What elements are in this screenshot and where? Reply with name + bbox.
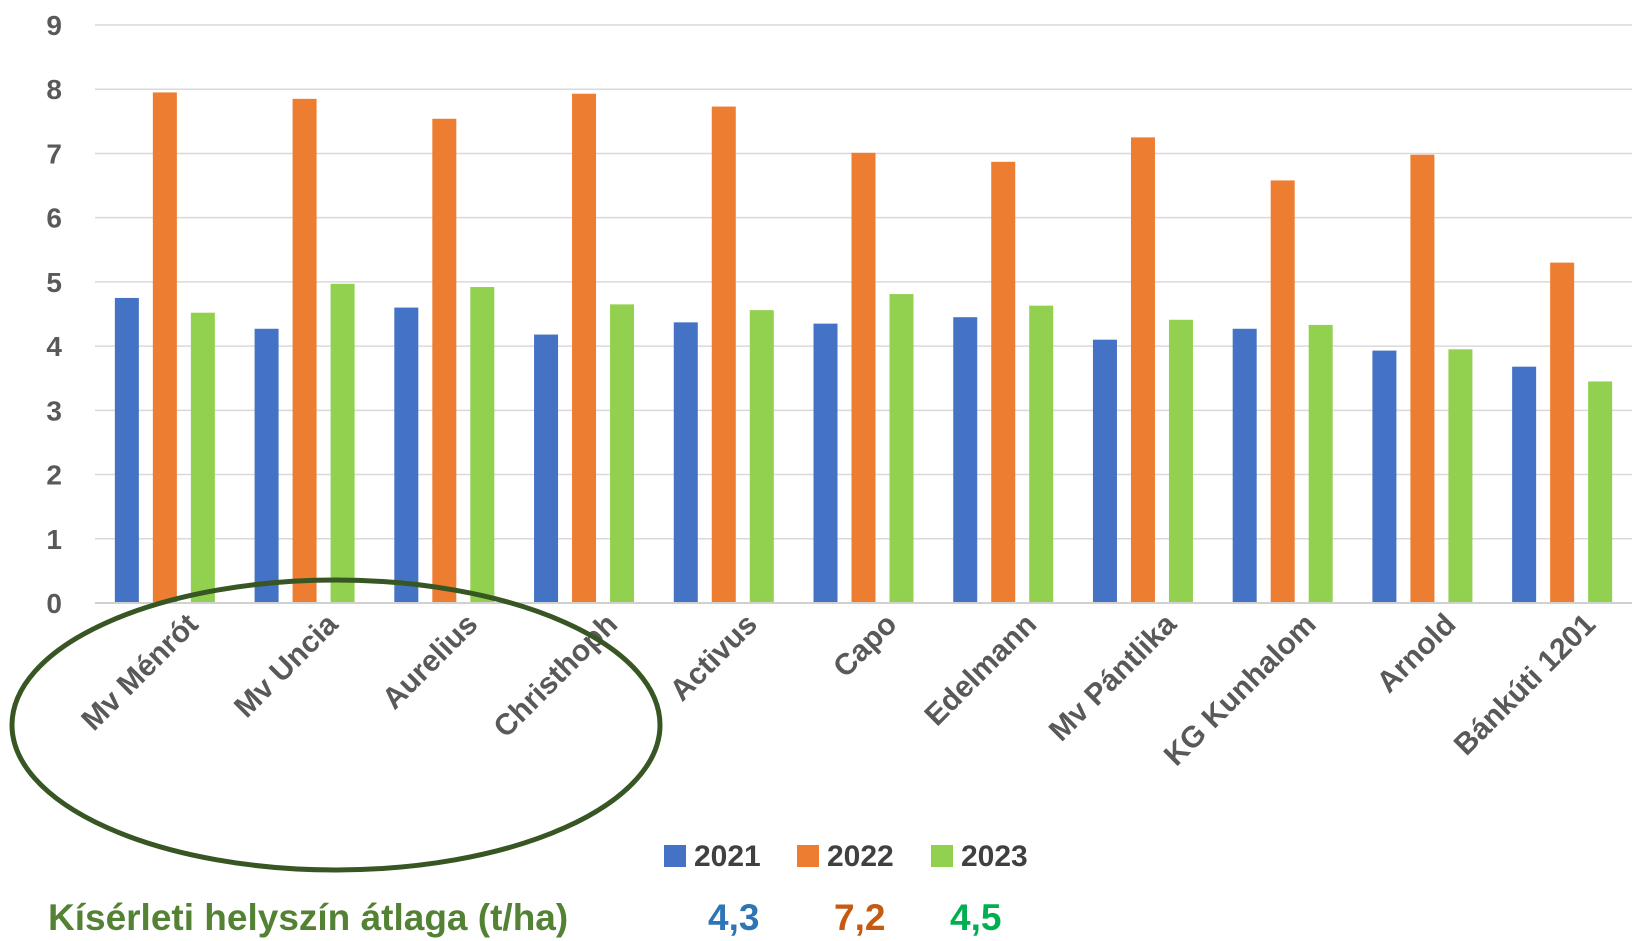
x-category-label: Mv Pántlika xyxy=(1043,607,1183,747)
site-average-row: Kísérleti helyszín átlaga (t/ha) 4,3 7,2… xyxy=(48,897,1001,938)
bar-2021-2 xyxy=(394,307,419,603)
y-tick-label: 0 xyxy=(46,588,62,619)
bar-2021-10 xyxy=(1512,366,1537,603)
site-average-2021: 4,3 xyxy=(708,897,759,938)
bar-2023-5 xyxy=(889,294,914,603)
site-average-2023: 4,5 xyxy=(950,897,1001,938)
bar-2022-4 xyxy=(711,106,736,603)
y-tick-label: 4 xyxy=(46,331,62,362)
bar-2022-6 xyxy=(991,161,1016,603)
bar-2023-9 xyxy=(1448,349,1473,603)
bar-2022-5 xyxy=(851,152,876,603)
x-category-label: Arnold xyxy=(1371,608,1463,700)
bar-2022-3 xyxy=(572,93,597,604)
bar-2022-7 xyxy=(1130,137,1155,603)
x-category-label: Capo xyxy=(827,608,903,684)
bar-2023-8 xyxy=(1308,324,1333,603)
bar-2023-2 xyxy=(470,287,495,603)
highlight-ellipse xyxy=(9,577,663,873)
bars xyxy=(114,92,1613,604)
y-tick-label: 3 xyxy=(46,395,62,426)
y-tick-label: 8 xyxy=(46,74,62,105)
legend-label-2023: 2023 xyxy=(961,840,1028,873)
bar-2022-8 xyxy=(1270,180,1295,603)
site-average-caption: Kísérleti helyszín átlaga (t/ha) xyxy=(48,897,568,938)
bar-2021-4 xyxy=(673,322,698,603)
bar-2021-1 xyxy=(254,328,279,603)
bar-2021-9 xyxy=(1372,350,1397,603)
bar-2023-1 xyxy=(330,283,355,603)
bar-2022-9 xyxy=(1410,154,1435,603)
legend-swatch-2023 xyxy=(931,845,953,867)
bar-2021-3 xyxy=(534,334,559,603)
bar-2023-10 xyxy=(1588,381,1613,603)
bar-2022-1 xyxy=(292,98,317,603)
legend: 2021 2022 2023 xyxy=(664,840,1028,873)
bar-2021-5 xyxy=(813,323,838,603)
bar-2021-7 xyxy=(1092,339,1117,603)
y-tick-label: 7 xyxy=(46,138,62,169)
bar-2023-7 xyxy=(1168,319,1193,603)
legend-swatch-2022 xyxy=(797,845,819,867)
bar-2021-8 xyxy=(1232,328,1257,603)
x-axis-category-labels: Mv Ménrót Mv Uncia Aurelius Christhoph Activ… xyxy=(75,607,1602,772)
x-category-label: Activus xyxy=(664,608,764,708)
x-category-label: Bánkúti 1201 xyxy=(1448,608,1602,762)
bar-2023-4 xyxy=(749,310,774,603)
bar-2022-10 xyxy=(1550,262,1575,603)
legend-swatch-2021 xyxy=(664,845,686,867)
x-category-label: KG Kunhalom xyxy=(1158,608,1323,773)
y-tick-label: 5 xyxy=(46,267,62,298)
bar-2023-6 xyxy=(1029,305,1054,603)
bar-2022-2 xyxy=(432,118,457,604)
bar-2022-0 xyxy=(152,92,177,603)
x-category-label: Edelmann xyxy=(918,608,1043,733)
y-tick-label: 6 xyxy=(46,203,62,234)
y-tick-label: 1 xyxy=(46,524,62,555)
y-axis-ticks: 0 1 2 3 4 5 6 7 8 9 xyxy=(46,10,62,619)
bar-2021-6 xyxy=(953,317,978,603)
x-category-label: Mv Uncia xyxy=(228,607,345,724)
y-tick-label: 2 xyxy=(46,460,62,491)
legend-label-2022: 2022 xyxy=(827,840,894,873)
site-average-2022: 7,2 xyxy=(834,897,885,938)
x-category-label: Aurelius xyxy=(376,608,484,716)
bar-2021-0 xyxy=(114,297,139,603)
legend-label-2021: 2021 xyxy=(694,840,761,873)
x-category-label: Christhoph xyxy=(488,608,624,744)
y-tick-label: 9 xyxy=(46,10,62,41)
bar-2023-0 xyxy=(190,312,215,603)
bar-2023-3 xyxy=(610,304,635,603)
